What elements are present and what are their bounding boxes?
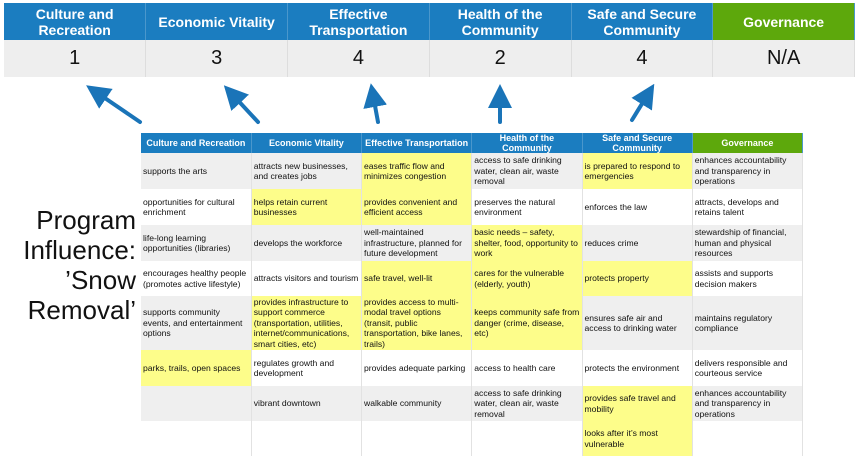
table-row: parks, trails, open spaces regulates grow… [141,350,804,386]
table-cell: supports the arts [141,153,252,189]
table-cell: walkable community [361,386,473,421]
table-cell [141,421,252,456]
table-cell: opportunities for cultural enrichment [141,189,252,225]
summary-score: 4 [287,40,430,77]
table-cell: enhances accountability and transparency… [692,153,804,189]
table-row: supports community events, and entertain… [141,296,804,350]
table-cell [471,421,583,456]
outcomes-table: Culture and Recreation Economic Vitality… [141,133,804,456]
table-cell: regulates growth and development [251,350,363,386]
table-cell: provides adequate parking [361,350,473,386]
table-cell: provides safe travel and mobility [582,386,693,421]
outcomes-header: Safe and Secure Community [582,133,693,153]
table-cell: life-long learning opportunities (librar… [141,225,252,261]
table-cell: enhances accountability and transparency… [692,386,804,421]
arrow-icon [86,85,142,124]
summary-header: Health of the Community [429,3,572,40]
table-cell [692,421,804,456]
table-cell: assists and supports decision makers [692,261,804,296]
table-cell: keeps community safe from danger (crime,… [471,296,583,350]
table-cell: ensures safe air and access to drinking … [582,296,693,350]
table-cell [251,421,363,456]
table-row: supports the arts attracts new businesses… [141,153,804,189]
program-influence-label: Program Influence: ’Snow Removal’ [23,205,136,325]
table-cell [361,421,473,456]
table-cell: develops the workforce [251,225,363,261]
table-cell: attracts visitors and tourism [251,261,363,296]
summary-score: 3 [145,40,288,77]
summary-score: 2 [429,40,572,77]
table-cell: safe travel, well-lit [361,261,473,296]
table-cell: well-maintained infrastructure, planned … [361,225,473,261]
arrow-icon [223,85,260,124]
table-cell [141,386,252,421]
table-cell: basic needs – safety, shelter, food, opp… [471,225,583,261]
score-summary-table: Culture and Recreation Economic Vitality… [4,3,855,77]
table-cell: enforces the law [582,189,693,225]
summary-header-row: Culture and Recreation Economic Vitality… [4,3,855,40]
table-cell: stewardship of financial, human and phys… [692,225,804,261]
table-cell: maintains regulatory compliance [692,296,804,350]
summary-header: Economic Vitality [145,3,288,40]
table-cell: delivers responsible and courteous servi… [692,350,804,386]
outcomes-header-row: Culture and Recreation Economic Vitality… [141,133,804,153]
table-cell: cares for the vulnerable (elderly, youth… [471,261,583,296]
summary-header: Safe and Secure Community [571,3,714,40]
summary-header: Governance [712,3,855,40]
table-cell: reduces crime [582,225,693,261]
table-cell: provides access to multi-modal travel op… [361,296,473,350]
table-cell: access to health care [471,350,583,386]
table-cell: supports community events, and entertain… [141,296,252,350]
summary-score: 4 [571,40,714,77]
table-cell: preserves the natural environment [471,189,583,225]
summary-score-row: 1 3 4 2 4 N/A [4,40,855,77]
outcomes-header: Economic Vitality [251,133,363,153]
table-row: life-long learning opportunities (librar… [141,225,804,261]
table-row: vibrant downtown walkable community access… [141,386,804,421]
table-cell: provides infrastructure to support comme… [251,296,363,350]
table-cell: looks after it’s most vulnerable [582,421,693,456]
table-cell: attracts new businesses, and creates job… [251,153,363,189]
table-cell: protects the environment [582,350,693,386]
table-cell: access to safe drinking water, clean air… [471,386,583,421]
outcomes-header: Culture and Recreation [141,133,252,153]
table-row: opportunities for cultural enrichment hel… [141,189,804,225]
table-cell: protects property [582,261,693,296]
table-cell: helps retain current businesses [251,189,363,225]
arrows [86,83,655,124]
outcomes-header: Governance [692,133,804,153]
summary-header: Effective Transportation [287,3,430,40]
summary-score: 1 [4,40,147,77]
table-cell: attracts, develops and retains talent [692,189,804,225]
summary-score: N/A [712,40,855,77]
table-cell: access to safe drinking water, clean air… [471,153,583,189]
table-cell: encourages healthy people (promotes acti… [141,261,252,296]
table-row: looks after it’s most vulnerable [141,421,804,456]
table-cell: provides convenient and efficient access [361,189,473,225]
arrow-icon [630,83,655,122]
outcomes-header: Effective Transportation [361,133,473,153]
table-cell: is prepared to respond to emergencies [582,153,693,189]
table-cell: eases traffic flow and minimizes congest… [361,153,473,189]
table-cell: vibrant downtown [251,386,363,421]
table-row: encourages healthy people (promotes acti… [141,261,804,296]
outcomes-header: Health of the Community [471,133,583,153]
arrow-icon [363,83,387,124]
summary-header: Culture and Recreation [4,3,147,40]
table-cell: parks, trails, open spaces [141,350,252,386]
